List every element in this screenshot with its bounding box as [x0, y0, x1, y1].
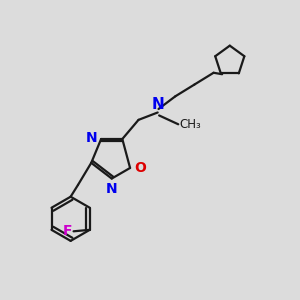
Text: N: N: [106, 182, 118, 197]
Text: N: N: [86, 131, 97, 145]
Text: O: O: [134, 161, 146, 175]
Text: F: F: [62, 224, 72, 238]
Text: N: N: [151, 97, 164, 112]
Text: CH₃: CH₃: [180, 118, 202, 131]
